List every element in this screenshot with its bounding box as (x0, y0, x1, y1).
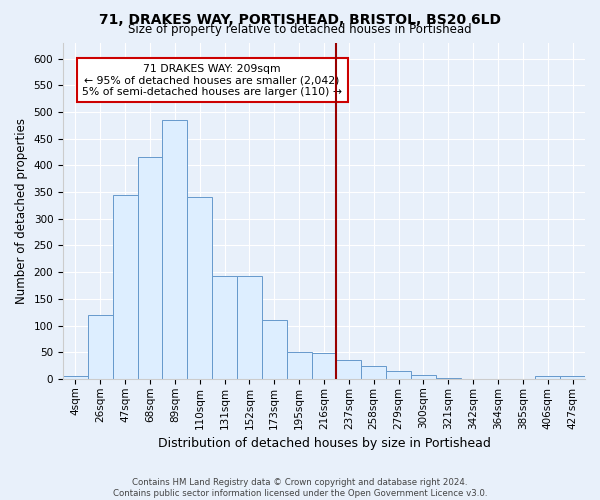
Bar (436, 378, 461, 379)
Bar (337, 360, 361, 379)
Bar (137, 158, 163, 379)
Text: 71 DRAKES WAY: 209sqm
← 95% of detached houses are smaller (2,042)
5% of semi-de: 71 DRAKES WAY: 209sqm ← 95% of detached … (82, 64, 342, 97)
Y-axis label: Number of detached properties: Number of detached properties (15, 118, 28, 304)
Bar (212, 276, 237, 379)
Bar (187, 198, 212, 379)
Text: 71, DRAKES WAY, PORTISHEAD, BRISTOL, BS20 6LD: 71, DRAKES WAY, PORTISHEAD, BRISTOL, BS2… (99, 12, 501, 26)
Bar (163, 120, 187, 379)
Bar (113, 194, 137, 379)
Bar (287, 352, 311, 379)
Text: Size of property relative to detached houses in Portishead: Size of property relative to detached ho… (128, 22, 472, 36)
Bar (311, 354, 337, 379)
Bar (361, 366, 386, 379)
Bar (560, 376, 585, 379)
Bar (237, 276, 262, 379)
Bar (88, 315, 113, 379)
Bar (535, 376, 560, 379)
Bar (63, 376, 88, 379)
Bar (262, 320, 287, 379)
X-axis label: Distribution of detached houses by size in Portishead: Distribution of detached houses by size … (158, 437, 490, 450)
Text: Contains HM Land Registry data © Crown copyright and database right 2024.
Contai: Contains HM Land Registry data © Crown c… (113, 478, 487, 498)
Bar (386, 371, 411, 379)
Bar (411, 374, 436, 379)
